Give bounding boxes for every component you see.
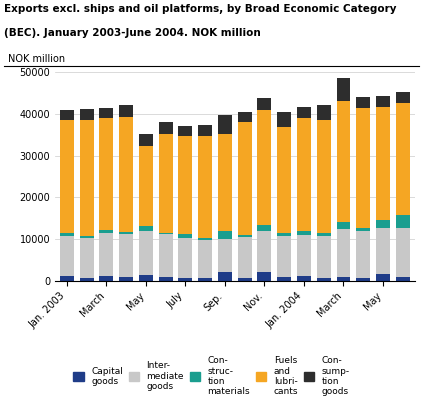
Bar xyxy=(396,215,409,228)
Bar xyxy=(356,231,370,278)
Bar xyxy=(119,232,133,234)
Bar xyxy=(238,278,252,281)
Bar xyxy=(198,125,212,136)
Bar xyxy=(198,240,212,278)
Bar xyxy=(80,238,93,278)
Bar xyxy=(159,235,173,277)
Bar xyxy=(376,96,390,107)
Bar xyxy=(297,276,311,281)
Bar xyxy=(356,97,370,108)
Bar xyxy=(238,237,252,278)
Bar xyxy=(80,109,93,120)
Bar xyxy=(258,271,271,281)
Bar xyxy=(258,98,271,110)
Bar xyxy=(317,105,331,120)
Bar xyxy=(356,228,370,231)
Bar xyxy=(396,228,409,277)
Bar xyxy=(139,275,153,281)
Bar xyxy=(376,228,390,273)
Bar xyxy=(198,238,212,240)
Bar xyxy=(337,277,350,281)
Bar xyxy=(218,239,232,272)
Bar xyxy=(159,134,173,233)
Bar xyxy=(277,112,291,127)
Bar xyxy=(159,122,173,134)
Bar xyxy=(376,273,390,281)
Bar xyxy=(119,277,133,281)
Text: Exports excl. ships and oil platforms, by Broad Economic Category: Exports excl. ships and oil platforms, b… xyxy=(4,4,397,14)
Bar xyxy=(337,101,350,222)
Bar xyxy=(258,110,271,225)
Bar xyxy=(337,229,350,277)
Bar xyxy=(99,230,113,233)
Bar xyxy=(60,120,74,233)
Bar xyxy=(337,79,350,101)
Bar xyxy=(139,231,153,275)
Text: NOK million: NOK million xyxy=(8,54,66,64)
Bar xyxy=(356,108,370,228)
Bar xyxy=(139,134,153,146)
Bar xyxy=(396,92,409,103)
Bar xyxy=(218,272,232,281)
Bar xyxy=(198,278,212,281)
Bar xyxy=(277,277,291,281)
Bar xyxy=(356,278,370,281)
Bar xyxy=(238,122,252,235)
Bar xyxy=(396,103,409,215)
Bar xyxy=(179,126,192,136)
Bar xyxy=(277,236,291,277)
Bar xyxy=(179,234,192,238)
Bar xyxy=(99,233,113,276)
Bar xyxy=(317,236,331,278)
Bar xyxy=(218,134,232,231)
Bar xyxy=(80,120,93,237)
Legend: Capital
goods, Inter-
mediate
goods, Con-
struc-
tion
materials, Fuels
and
lubri: Capital goods, Inter- mediate goods, Con… xyxy=(73,356,350,397)
Text: (BEC). January 2003-June 2004. NOK million: (BEC). January 2003-June 2004. NOK milli… xyxy=(4,28,261,38)
Bar xyxy=(218,231,232,239)
Bar xyxy=(376,107,390,220)
Bar xyxy=(238,235,252,237)
Bar xyxy=(80,237,93,238)
Bar xyxy=(297,117,311,231)
Bar xyxy=(317,233,331,236)
Bar xyxy=(179,136,192,234)
Bar xyxy=(198,136,212,238)
Bar xyxy=(258,231,271,271)
Bar xyxy=(179,238,192,278)
Bar xyxy=(317,278,331,281)
Bar xyxy=(60,236,74,276)
Bar xyxy=(99,108,113,118)
Bar xyxy=(337,222,350,229)
Bar xyxy=(238,112,252,122)
Bar xyxy=(297,231,311,235)
Bar xyxy=(297,107,311,117)
Bar xyxy=(99,276,113,281)
Bar xyxy=(80,278,93,281)
Bar xyxy=(159,233,173,235)
Bar xyxy=(60,233,74,236)
Bar xyxy=(119,105,133,117)
Bar xyxy=(119,117,133,232)
Bar xyxy=(317,120,331,233)
Bar xyxy=(179,278,192,281)
Bar xyxy=(396,277,409,281)
Bar xyxy=(376,220,390,228)
Bar xyxy=(119,234,133,277)
Bar xyxy=(297,235,311,276)
Bar xyxy=(159,277,173,281)
Bar xyxy=(139,226,153,231)
Bar xyxy=(277,127,291,233)
Bar xyxy=(60,276,74,281)
Bar xyxy=(60,110,74,120)
Bar xyxy=(99,118,113,230)
Bar xyxy=(218,115,232,134)
Bar xyxy=(277,233,291,236)
Bar xyxy=(139,146,153,226)
Bar xyxy=(258,225,271,231)
